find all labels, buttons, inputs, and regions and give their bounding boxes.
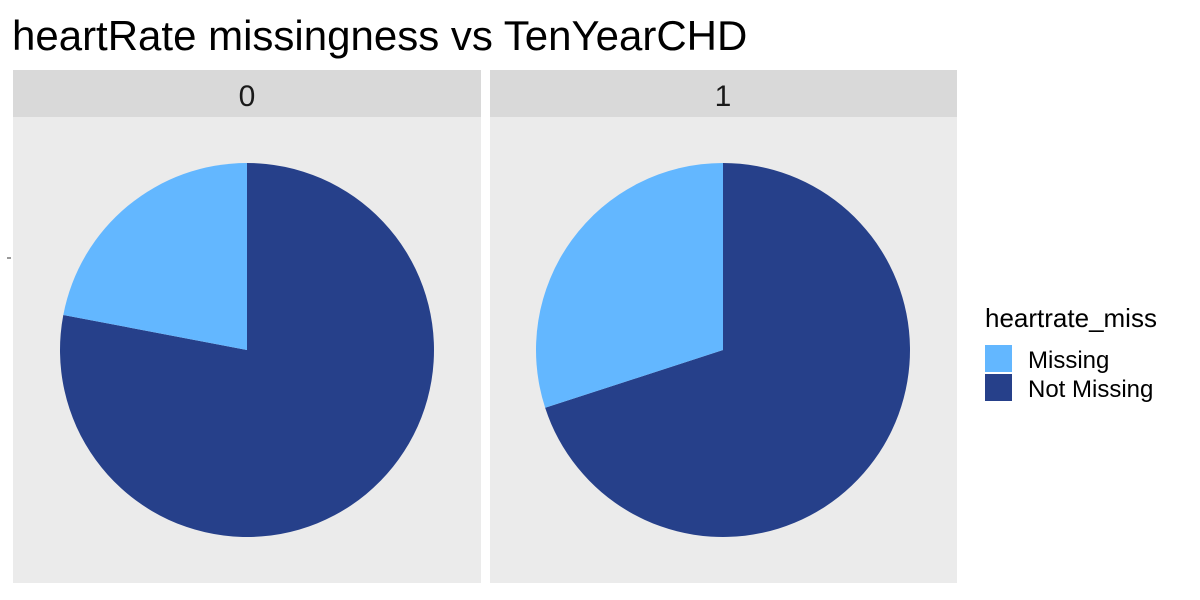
pie-1 — [535, 163, 910, 537]
legend-title: heartrate_miss — [985, 303, 1157, 333]
legend-label-not-missing: Not Missing — [1028, 376, 1153, 403]
facet-panel-0: 0 — [13, 70, 481, 583]
pie-slice-not-missing-1 — [545, 163, 910, 537]
facet-panel-1: 1 — [490, 70, 957, 583]
legend-key-missing — [985, 345, 1012, 372]
pie-0 — [60, 163, 435, 537]
legend-label-missing: Missing — [1028, 347, 1109, 374]
facet-strip-0 — [13, 70, 481, 117]
facet-label-1: 1 — [715, 80, 732, 113]
facet-strip-1 — [490, 70, 957, 117]
legend-key-not-missing — [985, 374, 1012, 401]
chart-title: heartRate missingness vs TenYearCHD — [12, 12, 747, 59]
pie-slice-not-missing-0 — [60, 163, 435, 537]
pie-slice-missing-1 — [535, 163, 723, 408]
legend: heartrate_miss Missing Not Missing — [985, 303, 1157, 403]
pie-slice-missing-0 — [63, 163, 247, 350]
facet-label-0: 0 — [239, 80, 256, 113]
